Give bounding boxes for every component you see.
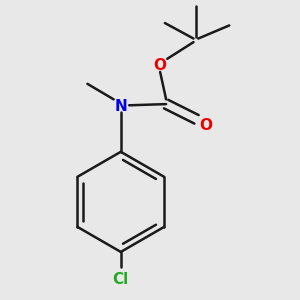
Text: O: O — [199, 118, 212, 133]
Text: O: O — [154, 58, 166, 74]
Text: N: N — [114, 99, 127, 114]
Text: Cl: Cl — [113, 272, 129, 287]
